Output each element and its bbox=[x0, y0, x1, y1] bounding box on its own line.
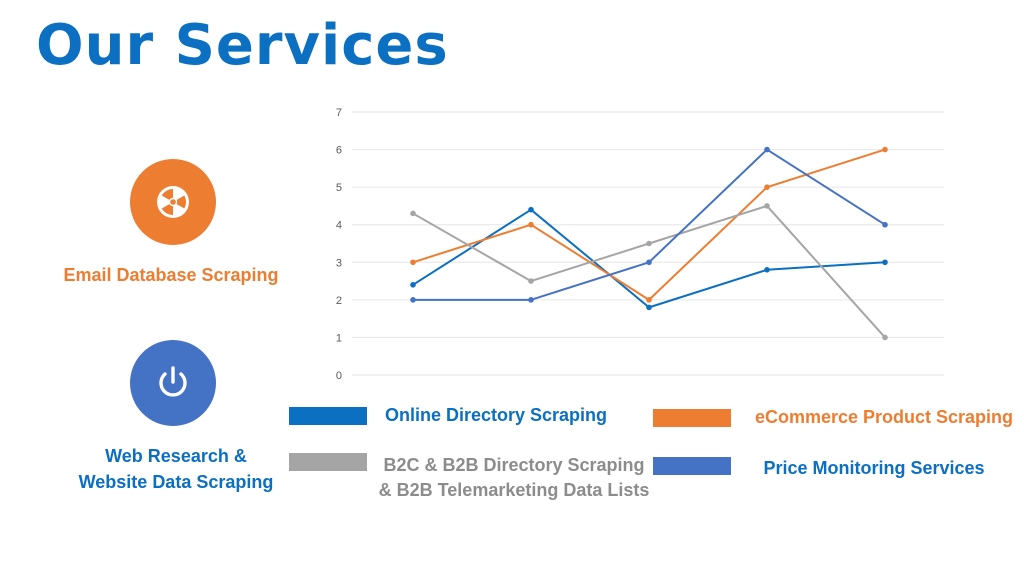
power-icon bbox=[159, 366, 187, 397]
legend-label: Online Directory Scraping bbox=[384, 405, 608, 425]
legend-swatch bbox=[653, 457, 731, 475]
y-tick-label: 7 bbox=[336, 107, 342, 119]
radiation-icon bbox=[157, 186, 189, 218]
data-point bbox=[528, 297, 534, 303]
y-tick-label: 0 bbox=[336, 370, 342, 382]
data-point bbox=[882, 259, 888, 266]
legend-label: B2C & B2B Directory Scraping & B2B Telem… bbox=[378, 455, 650, 500]
data-point bbox=[646, 297, 652, 303]
data-point bbox=[764, 146, 770, 153]
data-point bbox=[882, 334, 888, 341]
y-tick-label: 1 bbox=[336, 332, 342, 344]
data-point bbox=[882, 221, 888, 228]
data-point bbox=[646, 240, 652, 247]
series-line bbox=[412, 204, 886, 339]
data-point bbox=[410, 282, 416, 288]
legend-swatch bbox=[289, 453, 367, 471]
legend-swatch bbox=[289, 407, 367, 425]
data-point bbox=[764, 203, 770, 209]
data-point bbox=[410, 210, 416, 217]
email-scraping-circle bbox=[130, 159, 216, 245]
y-tick-label: 4 bbox=[336, 220, 342, 232]
data-point bbox=[646, 304, 652, 311]
y-tick-label: 6 bbox=[336, 145, 342, 157]
data-point bbox=[882, 146, 888, 153]
page-title: Our Services bbox=[36, 13, 449, 78]
y-tick-label: 5 bbox=[336, 182, 342, 194]
legend-label: eCommerce Product Scraping bbox=[754, 407, 1014, 427]
data-point bbox=[410, 259, 416, 266]
y-tick-label: 3 bbox=[336, 257, 342, 269]
data-point bbox=[646, 259, 652, 266]
web-research-label: Web Research & Website Data Scraping bbox=[78, 446, 274, 492]
data-point bbox=[410, 297, 416, 303]
data-point bbox=[528, 206, 534, 213]
data-point bbox=[764, 267, 770, 273]
email-scraping-label: Email Database Scraping bbox=[63, 265, 279, 285]
legend-swatch bbox=[653, 409, 731, 427]
web-research-circle bbox=[130, 340, 216, 426]
legend-label: Price Monitoring Services bbox=[763, 458, 985, 478]
data-point bbox=[528, 221, 534, 228]
y-tick-label: 2 bbox=[336, 295, 342, 307]
data-point bbox=[764, 184, 770, 190]
data-point bbox=[528, 278, 534, 284]
